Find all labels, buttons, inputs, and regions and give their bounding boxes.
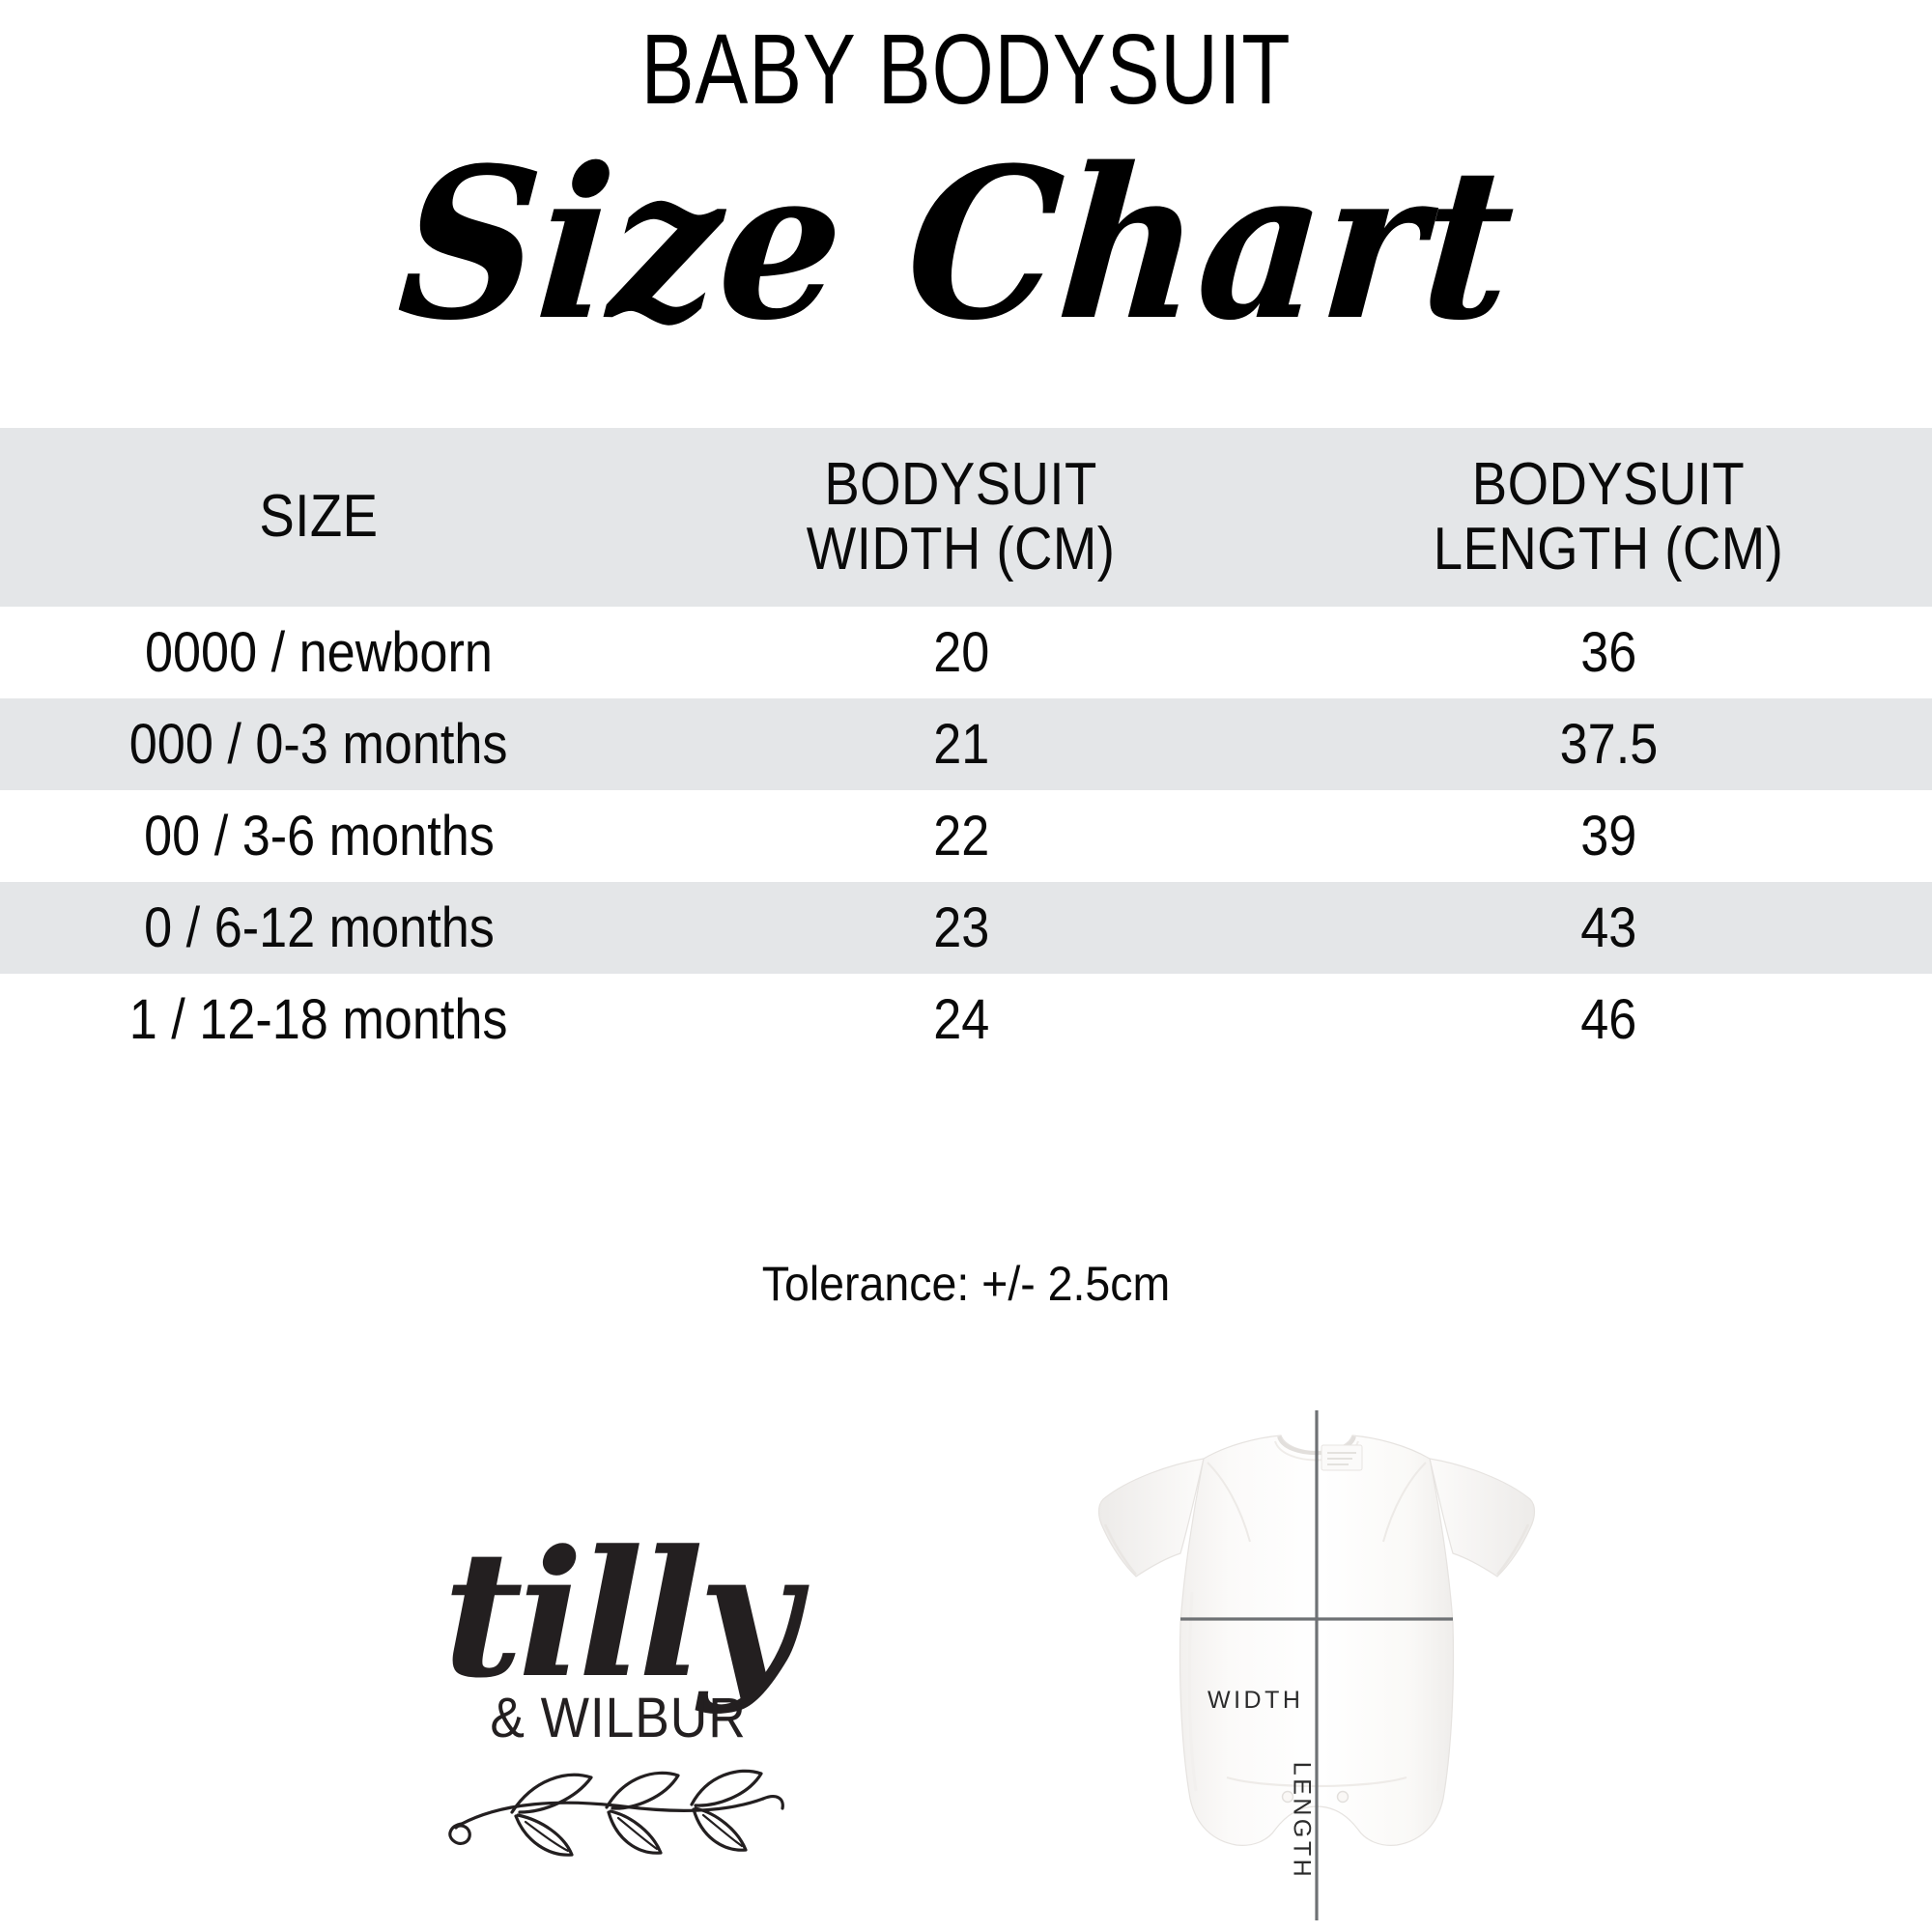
cell-size-value: 00 / 3-6 months (143, 804, 495, 867)
cell-size: 00 / 3-6 months (0, 804, 638, 867)
cell-width: 24 (638, 987, 1285, 1051)
cell-length-value: 36 (1579, 620, 1637, 684)
cell-length: 46 (1285, 987, 1932, 1051)
table-header-row: SIZE BODYSUIT WIDTH (CM) BODYSUIT LENGTH… (0, 428, 1932, 607)
table-row: 1 / 12-18 months 24 46 (0, 974, 1932, 1065)
column-header-width: BODYSUIT WIDTH (CM) (638, 450, 1285, 582)
column-header-length-label: BODYSUIT LENGTH (CM) (1433, 450, 1784, 582)
table-row: 00 / 3-6 months 22 39 (0, 790, 1932, 882)
cell-width: 21 (638, 712, 1285, 776)
cell-size: 0000 / newborn (0, 620, 638, 684)
cell-length-value: 46 (1579, 987, 1637, 1051)
cell-length-value: 39 (1579, 804, 1637, 867)
cell-size: 1 / 12-18 months (0, 987, 638, 1051)
column-header-width-label: BODYSUIT WIDTH (CM) (807, 450, 1116, 582)
cell-size: 0 / 6-12 months (0, 895, 638, 959)
bodysuit-illustration (1080, 1399, 1553, 1932)
cell-length-value: 37.5 (1559, 712, 1658, 776)
cell-width: 22 (638, 804, 1285, 867)
size-table: SIZE BODYSUIT WIDTH (CM) BODYSUIT LENGTH… (0, 428, 1932, 1065)
page-title: BABY BODYSUIT (640, 14, 1292, 125)
cell-size-value: 1 / 12-18 months (129, 987, 508, 1051)
cell-width-value: 21 (932, 712, 990, 776)
tolerance-note: Tolerance: +/- 2.5cm (761, 1257, 1171, 1311)
length-measure-label-wrapper: LENGTH (1287, 1729, 1316, 1913)
cell-width: 20 (638, 620, 1285, 684)
cell-size: 000 / 0-3 months (0, 712, 638, 776)
cell-length: 37.5 (1285, 712, 1932, 776)
cell-width-value: 20 (932, 620, 990, 684)
table-row: 0 / 6-12 months 23 43 (0, 882, 1932, 974)
cell-length-value: 43 (1579, 895, 1637, 959)
table-row: 0000 / newborn 20 36 (0, 607, 1932, 698)
table-row: 000 / 0-3 months 21 37.5 (0, 698, 1932, 790)
brand-logo: tilly & WILBUR (415, 1528, 821, 1922)
cell-size-value: 000 / 0-3 months (129, 712, 508, 776)
leaf-branch-icon (444, 1756, 792, 1862)
brand-name-script: tilly (442, 1513, 800, 1717)
cell-width-value: 24 (932, 987, 990, 1051)
column-header-length: BODYSUIT LENGTH (CM) (1285, 450, 1932, 582)
cell-size-value: 0000 / newborn (145, 620, 493, 684)
width-measure-label: WIDTH (1208, 1687, 1304, 1714)
cell-length: 43 (1285, 895, 1932, 959)
cell-size-value: 0 / 6-12 months (143, 895, 495, 959)
brand-name-sub: & WILBUR (490, 1687, 747, 1749)
cell-width-value: 23 (932, 895, 990, 959)
cell-length: 39 (1285, 804, 1932, 867)
page-subtitle-script: Size Chart (391, 122, 1522, 366)
cell-length: 36 (1285, 620, 1932, 684)
column-header-size-label: SIZE (259, 483, 379, 551)
length-measure-label: LENGTH (1288, 1761, 1316, 1881)
cell-width: 23 (638, 895, 1285, 959)
cell-width-value: 22 (932, 804, 990, 867)
column-header-size: SIZE (0, 483, 638, 551)
